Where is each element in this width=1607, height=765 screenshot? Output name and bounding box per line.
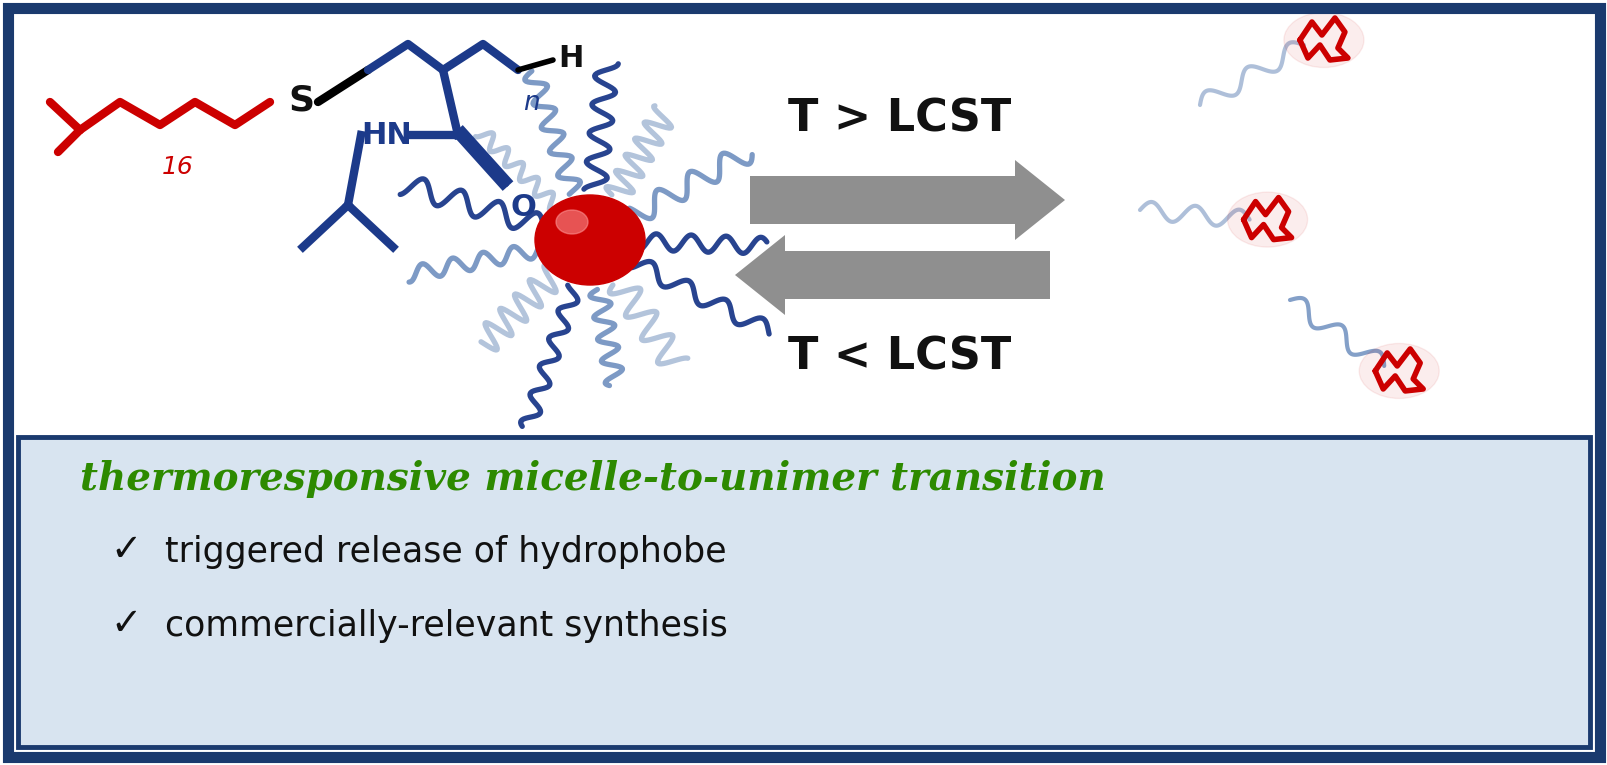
FancyBboxPatch shape [18, 437, 1589, 747]
Ellipse shape [535, 195, 644, 285]
Ellipse shape [556, 210, 588, 234]
Text: commercially-relevant synthesis: commercially-relevant synthesis [166, 609, 728, 643]
Text: thermoresponsive micelle-to-unimer transition: thermoresponsive micelle-to-unimer trans… [80, 460, 1106, 498]
Text: T > LCST: T > LCST [787, 97, 1011, 140]
Ellipse shape [1358, 343, 1438, 399]
Text: H: H [558, 44, 583, 73]
Text: HN: HN [362, 121, 411, 149]
Text: ✓: ✓ [109, 533, 141, 569]
Ellipse shape [1226, 192, 1306, 247]
Text: T < LCST: T < LCST [787, 335, 1011, 378]
Text: ✓: ✓ [109, 607, 141, 643]
Polygon shape [749, 160, 1064, 240]
Text: S: S [288, 83, 313, 117]
Text: n: n [522, 90, 540, 116]
Polygon shape [734, 235, 1049, 315]
Ellipse shape [1282, 12, 1363, 67]
Text: O: O [511, 193, 537, 222]
Text: 16: 16 [162, 155, 193, 179]
Text: triggered release of hydrophobe: triggered release of hydrophobe [166, 535, 726, 569]
